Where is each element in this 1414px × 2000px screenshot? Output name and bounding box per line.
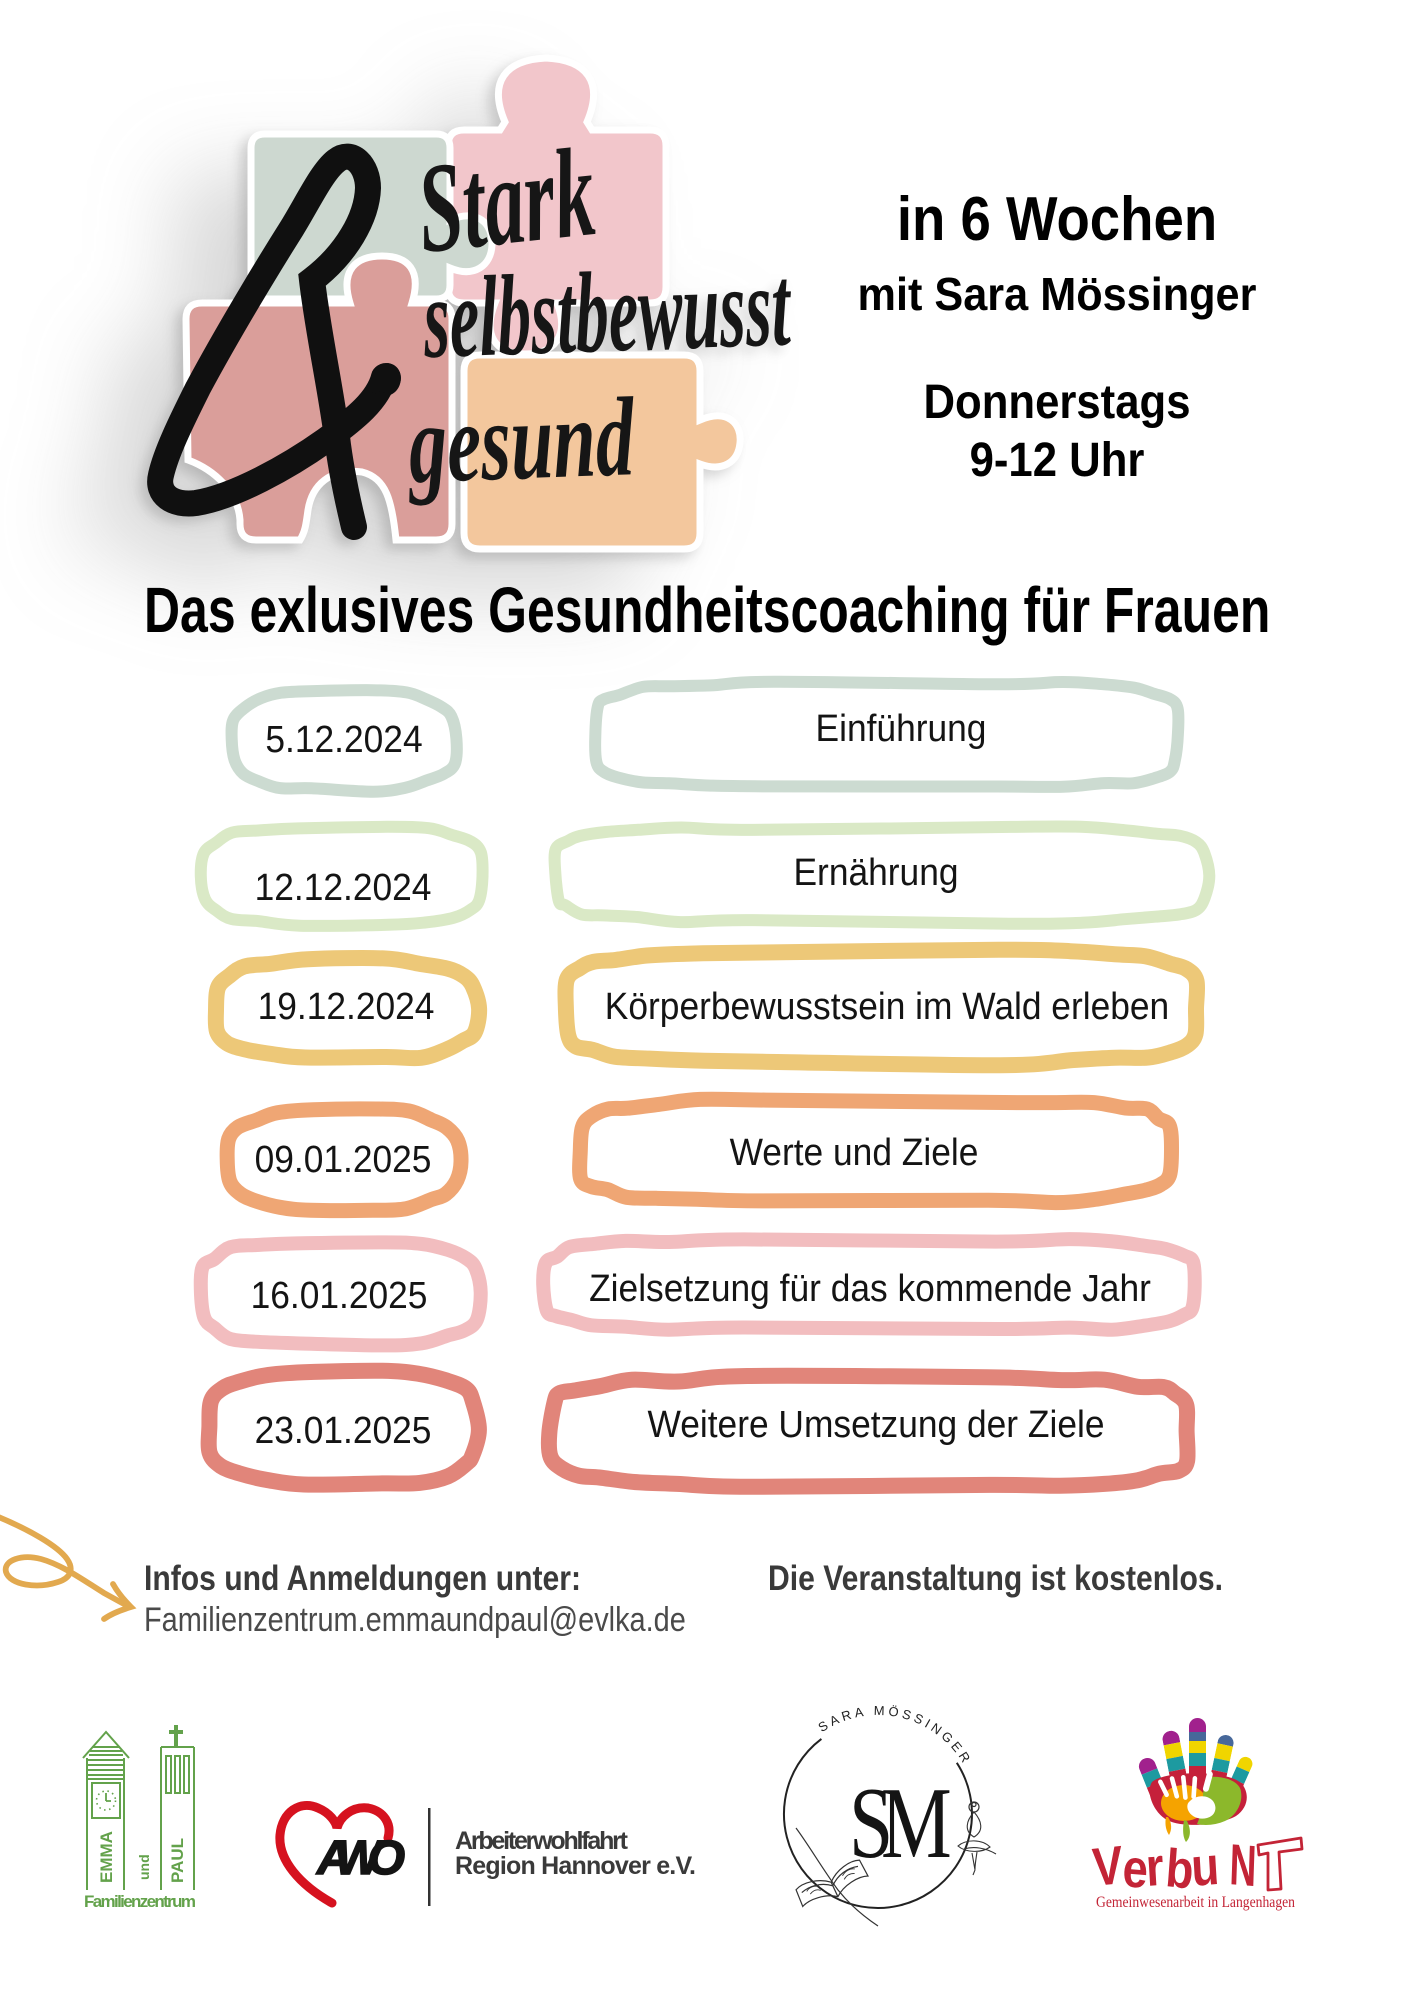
svg-text:Region Hannover e.V.: Region Hannover e.V. <box>455 1852 696 1880</box>
svg-text:selbstbewusst: selbstbewusst <box>421 243 794 383</box>
svg-text:PAUL: PAUL <box>168 1838 187 1883</box>
svg-text:Stark: Stark <box>411 120 601 279</box>
svg-text:Gemeinwesenarbeit in Langenhag: Gemeinwesenarbeit in Langenhagen <box>1096 1894 1295 1911</box>
svg-text:Familienzentrum: Familienzentrum <box>84 1892 196 1911</box>
svg-text:AWO: AWO <box>316 1832 405 1885</box>
svg-text:N: N <box>1229 1833 1258 1899</box>
svg-text:Verbu: Verbu <box>1090 1834 1220 1900</box>
svg-text:M: M <box>881 1766 952 1880</box>
svg-text:Arbeiterwohlfahrt: Arbeiterwohlfahrt <box>455 1827 629 1855</box>
svg-text:EMMA: EMMA <box>97 1831 116 1883</box>
svg-text:gesund: gesund <box>405 374 638 507</box>
svg-text:SARA MÖSSINGER: SARA MÖSSINGER <box>815 1703 975 1768</box>
svg-text:und: und <box>136 1854 152 1880</box>
